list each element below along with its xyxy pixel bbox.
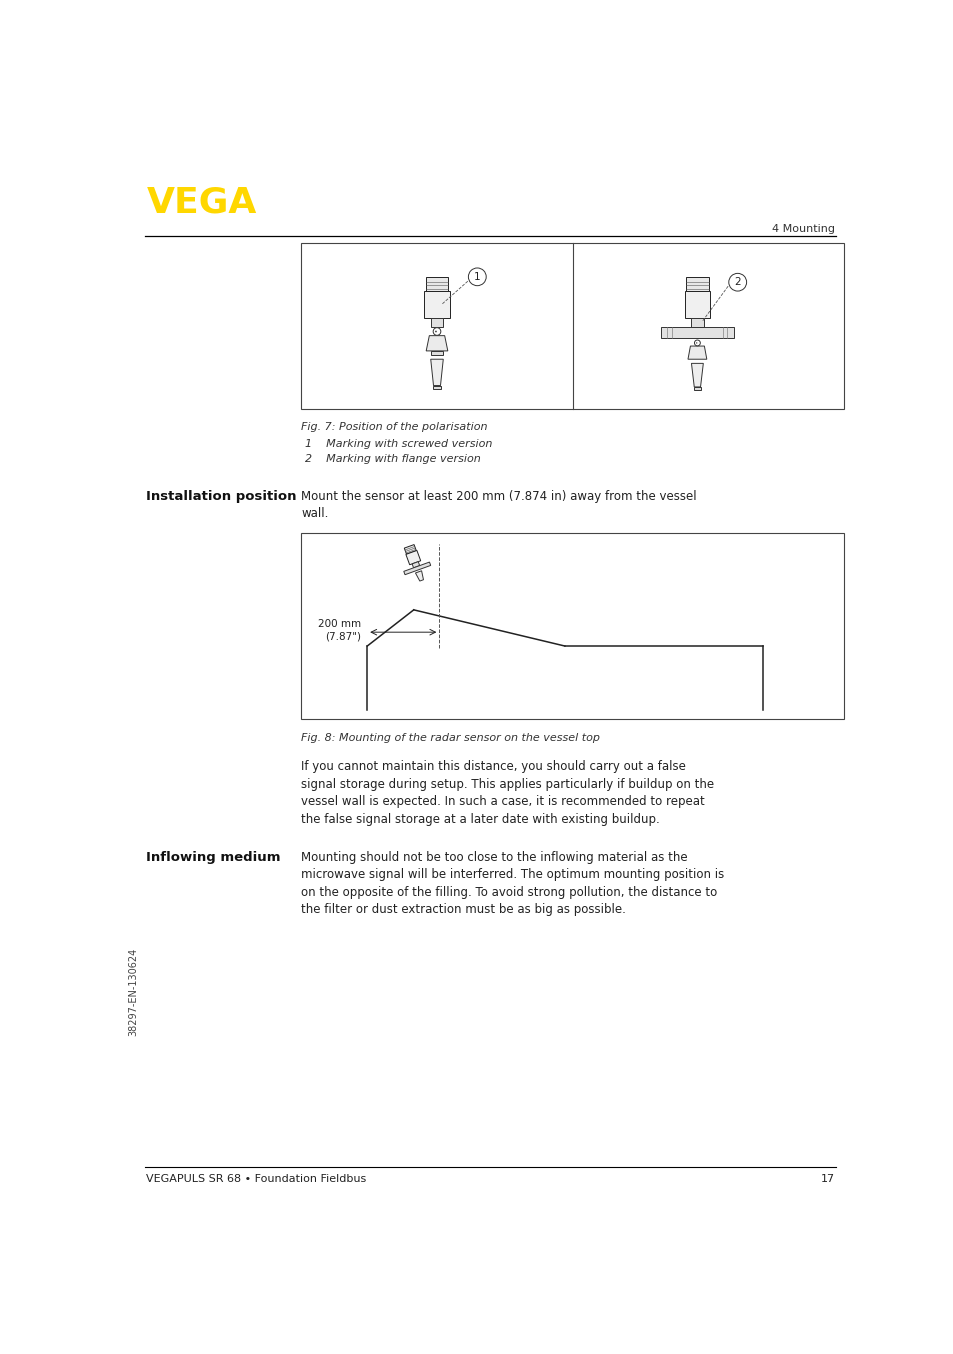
Text: Mounting should not be too close to the inflowing material as the
microwave sign: Mounting should not be too close to the …	[301, 850, 724, 917]
Circle shape	[468, 268, 486, 286]
Text: If you cannot maintain this distance, you should carry out a false
signal storag: If you cannot maintain this distance, yo…	[301, 760, 714, 826]
Text: 1: 1	[474, 272, 480, 282]
Bar	[430, 318, 443, 328]
Bar	[301, 244, 843, 409]
Text: (7.87"): (7.87")	[325, 631, 360, 642]
Text: Mount the sensor at least 200 mm (7.874 in) away from the vessel
wall.: Mount the sensor at least 200 mm (7.874 …	[301, 490, 697, 520]
Text: 2: 2	[734, 278, 740, 287]
Circle shape	[728, 274, 746, 291]
Bar	[693, 387, 700, 390]
Bar	[685, 278, 708, 291]
Polygon shape	[404, 544, 416, 554]
Polygon shape	[405, 551, 420, 565]
Bar	[690, 318, 703, 328]
Text: Fig. 7: Position of the polarisation: Fig. 7: Position of the polarisation	[301, 422, 487, 432]
Polygon shape	[687, 347, 706, 359]
Circle shape	[435, 330, 436, 332]
Polygon shape	[415, 571, 423, 581]
Polygon shape	[412, 562, 419, 567]
Text: Fig. 8: Mounting of the radar sensor on the vessel top: Fig. 8: Mounting of the radar sensor on …	[301, 733, 599, 743]
Text: VEGA: VEGA	[146, 185, 256, 219]
Circle shape	[694, 340, 700, 345]
Circle shape	[696, 343, 697, 344]
Bar	[684, 291, 709, 318]
Text: Installation position: Installation position	[146, 490, 296, 502]
Text: 2    Marking with flange version: 2 Marking with flange version	[305, 455, 480, 464]
Bar	[424, 291, 449, 318]
Text: 4 Mounting: 4 Mounting	[772, 223, 835, 234]
Text: 200 mm: 200 mm	[317, 619, 360, 630]
Polygon shape	[691, 363, 702, 387]
Text: 17: 17	[821, 1174, 835, 1185]
Bar	[301, 533, 843, 719]
Polygon shape	[403, 562, 430, 574]
Text: 38297-EN-130624: 38297-EN-130624	[128, 948, 138, 1036]
Text: Inflowing medium: Inflowing medium	[146, 850, 280, 864]
Bar	[433, 386, 440, 389]
Bar	[425, 278, 448, 291]
Circle shape	[433, 328, 440, 336]
Bar	[660, 328, 733, 337]
Text: 1    Marking with screwed version: 1 Marking with screwed version	[305, 439, 492, 450]
Bar	[430, 351, 443, 355]
Polygon shape	[426, 336, 447, 351]
Polygon shape	[430, 359, 443, 386]
Text: VEGAPULS SR 68 • Foundation Fieldbus: VEGAPULS SR 68 • Foundation Fieldbus	[146, 1174, 366, 1185]
